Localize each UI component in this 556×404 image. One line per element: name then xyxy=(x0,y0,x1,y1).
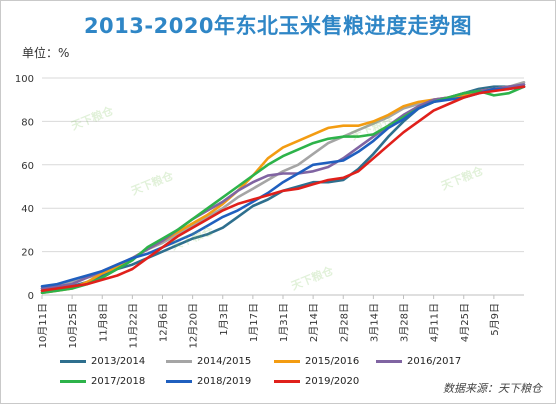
series-line-2017-2018 xyxy=(40,85,526,295)
y-tick-label: 80 xyxy=(21,117,34,128)
x-tick-label: 4月25日 xyxy=(459,303,471,342)
x-tick-label: 5月9日 xyxy=(489,303,501,336)
legend-item: 2018/2019 xyxy=(166,376,251,387)
legend-label: 2019/2020 xyxy=(305,376,360,387)
chart-title: 2013-2020年东北玉米售粮进度走势图 xyxy=(83,14,473,38)
legend-swatch xyxy=(376,360,402,363)
y-tick-label: 40 xyxy=(21,204,34,215)
legend-item: 2019/2020 xyxy=(274,376,359,387)
x-tick-label: 1月31日 xyxy=(278,303,290,342)
legend-swatch xyxy=(166,360,192,363)
legend-item: 2014/2015 xyxy=(166,356,251,367)
x-tick-label: 10月25日 xyxy=(67,303,79,348)
legend-swatch xyxy=(60,360,86,363)
legend-label: 2018/2019 xyxy=(197,376,252,387)
legend-swatch xyxy=(60,380,86,383)
x-tick-label: 11月22日 xyxy=(127,303,139,348)
legend-label: 2017/2018 xyxy=(91,376,146,387)
legend-label: 2013/2014 xyxy=(91,356,146,367)
source-note: 数据来源：天下粮仓 xyxy=(443,382,542,395)
legend-label: 2014/2015 xyxy=(197,356,252,367)
x-tick-label: 2月14日 xyxy=(308,303,320,342)
legend-swatch xyxy=(166,380,192,383)
series-line-2019-2020 xyxy=(40,85,526,293)
x-tick-label: 10月11日 xyxy=(37,303,49,348)
legend-item: 2015/2016 xyxy=(274,356,359,367)
legend-label: 2015/2016 xyxy=(305,356,360,367)
x-tick-label: 12月6日 xyxy=(158,303,170,342)
x-tick-label: 3月28日 xyxy=(399,303,411,342)
y-tick-label: 0 xyxy=(28,291,34,302)
x-tick-label: 2月28日 xyxy=(338,303,350,342)
x-tick-label: 4月11日 xyxy=(429,303,441,342)
x-tick-label: 11月8日 xyxy=(97,303,109,342)
unit-label: 单位：% xyxy=(22,46,70,60)
legend-swatch xyxy=(274,380,300,383)
legend-item: 2016/2017 xyxy=(376,356,461,367)
x-tick-label: 12月20日 xyxy=(188,303,200,348)
y-tick-label: 60 xyxy=(21,161,34,172)
x-tick-label: 1月3日 xyxy=(218,303,230,336)
legend-item: 2013/2014 xyxy=(60,356,145,367)
y-tick-label: 100 xyxy=(15,74,34,85)
series-line-2018-2019 xyxy=(40,85,526,288)
y-tick-label: 20 xyxy=(21,248,34,259)
legend-label: 2016/2017 xyxy=(407,356,462,367)
legend-item: 2017/2018 xyxy=(60,376,145,387)
legend-swatch xyxy=(274,360,300,363)
x-tick-label: 1月17日 xyxy=(248,303,260,342)
x-tick-label: 3月14日 xyxy=(368,303,380,342)
